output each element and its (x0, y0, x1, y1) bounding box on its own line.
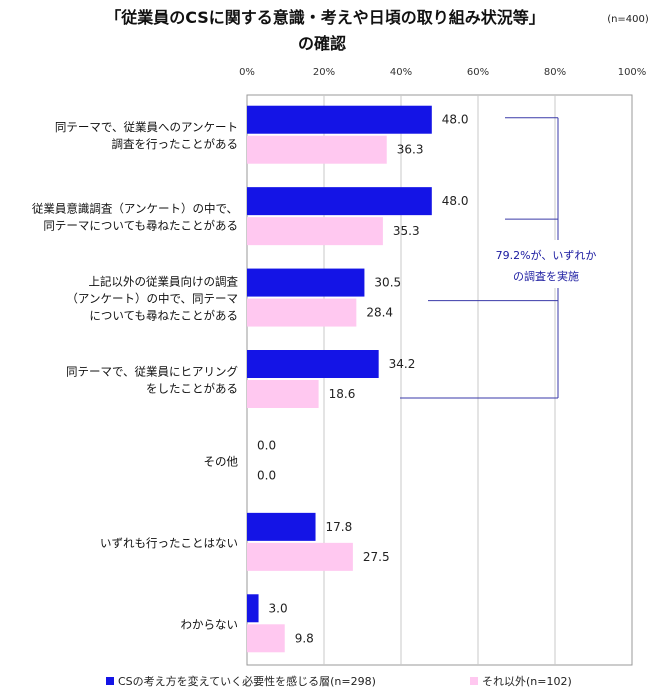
data-label: 0.0 (257, 468, 276, 482)
bar-series-2 (247, 624, 285, 653)
x-tick-label: 60% (467, 67, 489, 78)
data-label: 3.0 (269, 601, 288, 615)
data-label: 36.3 (397, 143, 424, 157)
category-label: をしたことがある (146, 382, 238, 396)
data-label: 48.0 (442, 113, 469, 127)
sample-size-note: (n=400) (607, 14, 649, 25)
bar-series-2 (247, 542, 353, 571)
bar-series-1 (247, 268, 365, 297)
bar-series-2 (247, 298, 357, 327)
category-label: 同テーマについても尋ねたことがある (43, 219, 238, 233)
bar-series-1 (247, 594, 259, 623)
data-label: 27.5 (363, 550, 390, 564)
legend-label-series-1: CSの考え方を変えていく必要性を感じる層(n=298) (118, 674, 376, 688)
bar-series-2 (247, 380, 319, 408)
category-label: 同テーマで、従業員へのアンケート (55, 120, 238, 134)
data-label: 17.8 (326, 520, 353, 534)
data-label: 18.6 (329, 387, 356, 401)
bar-series-1 (247, 512, 316, 541)
category-label: わからない (181, 617, 239, 631)
x-tick-label: 80% (544, 67, 566, 78)
chart-title-line-2: の確認 (298, 34, 346, 53)
annotation-box (487, 240, 605, 288)
legend-swatch-series-2 (470, 677, 478, 685)
bar-series-1 (247, 105, 432, 134)
legend-label-series-2: それ以外(n=102) (482, 675, 572, 688)
legend-swatch-series-1 (106, 677, 114, 685)
data-label: 0.0 (257, 438, 276, 452)
x-tick-label: 0% (239, 67, 255, 78)
bar-series-1 (247, 187, 432, 216)
data-label: 48.0 (442, 194, 469, 208)
data-label: 9.8 (295, 631, 314, 645)
bar-series-1 (247, 350, 379, 378)
data-label: 28.4 (366, 306, 393, 320)
chart-title-line-1: 「従業員のCSに関する意識・考えや日頃の取り組み状況等」 (105, 8, 545, 27)
category-label: についても尋ねたことがある (89, 309, 238, 323)
category-label: 同テーマで、従業員にヒアリング (66, 365, 239, 379)
category-label: 調査を行ったことがある (112, 137, 239, 151)
x-tick-label: 20% (313, 67, 335, 78)
category-label: その他 (204, 454, 239, 468)
bar-series-2 (247, 135, 387, 164)
bar-series-2 (247, 217, 383, 246)
category-label: 上記以外の従業員向けの調査 (89, 275, 239, 289)
category-label: 従業員意識調査（アンケート）の中で、 (32, 202, 238, 216)
annotation-line-2: の調査を実施 (513, 269, 579, 283)
category-label: （アンケート）の中で、同テーマ (66, 292, 238, 306)
data-label: 30.5 (374, 276, 401, 290)
annotation-line-1: 79.2%が、いずれか (496, 248, 597, 262)
data-label: 34.2 (389, 357, 416, 371)
data-label: 35.3 (393, 224, 420, 238)
x-tick-label: 100% (618, 67, 647, 78)
category-label: いずれも行ったことはない (100, 536, 238, 550)
x-tick-label: 40% (390, 67, 412, 78)
